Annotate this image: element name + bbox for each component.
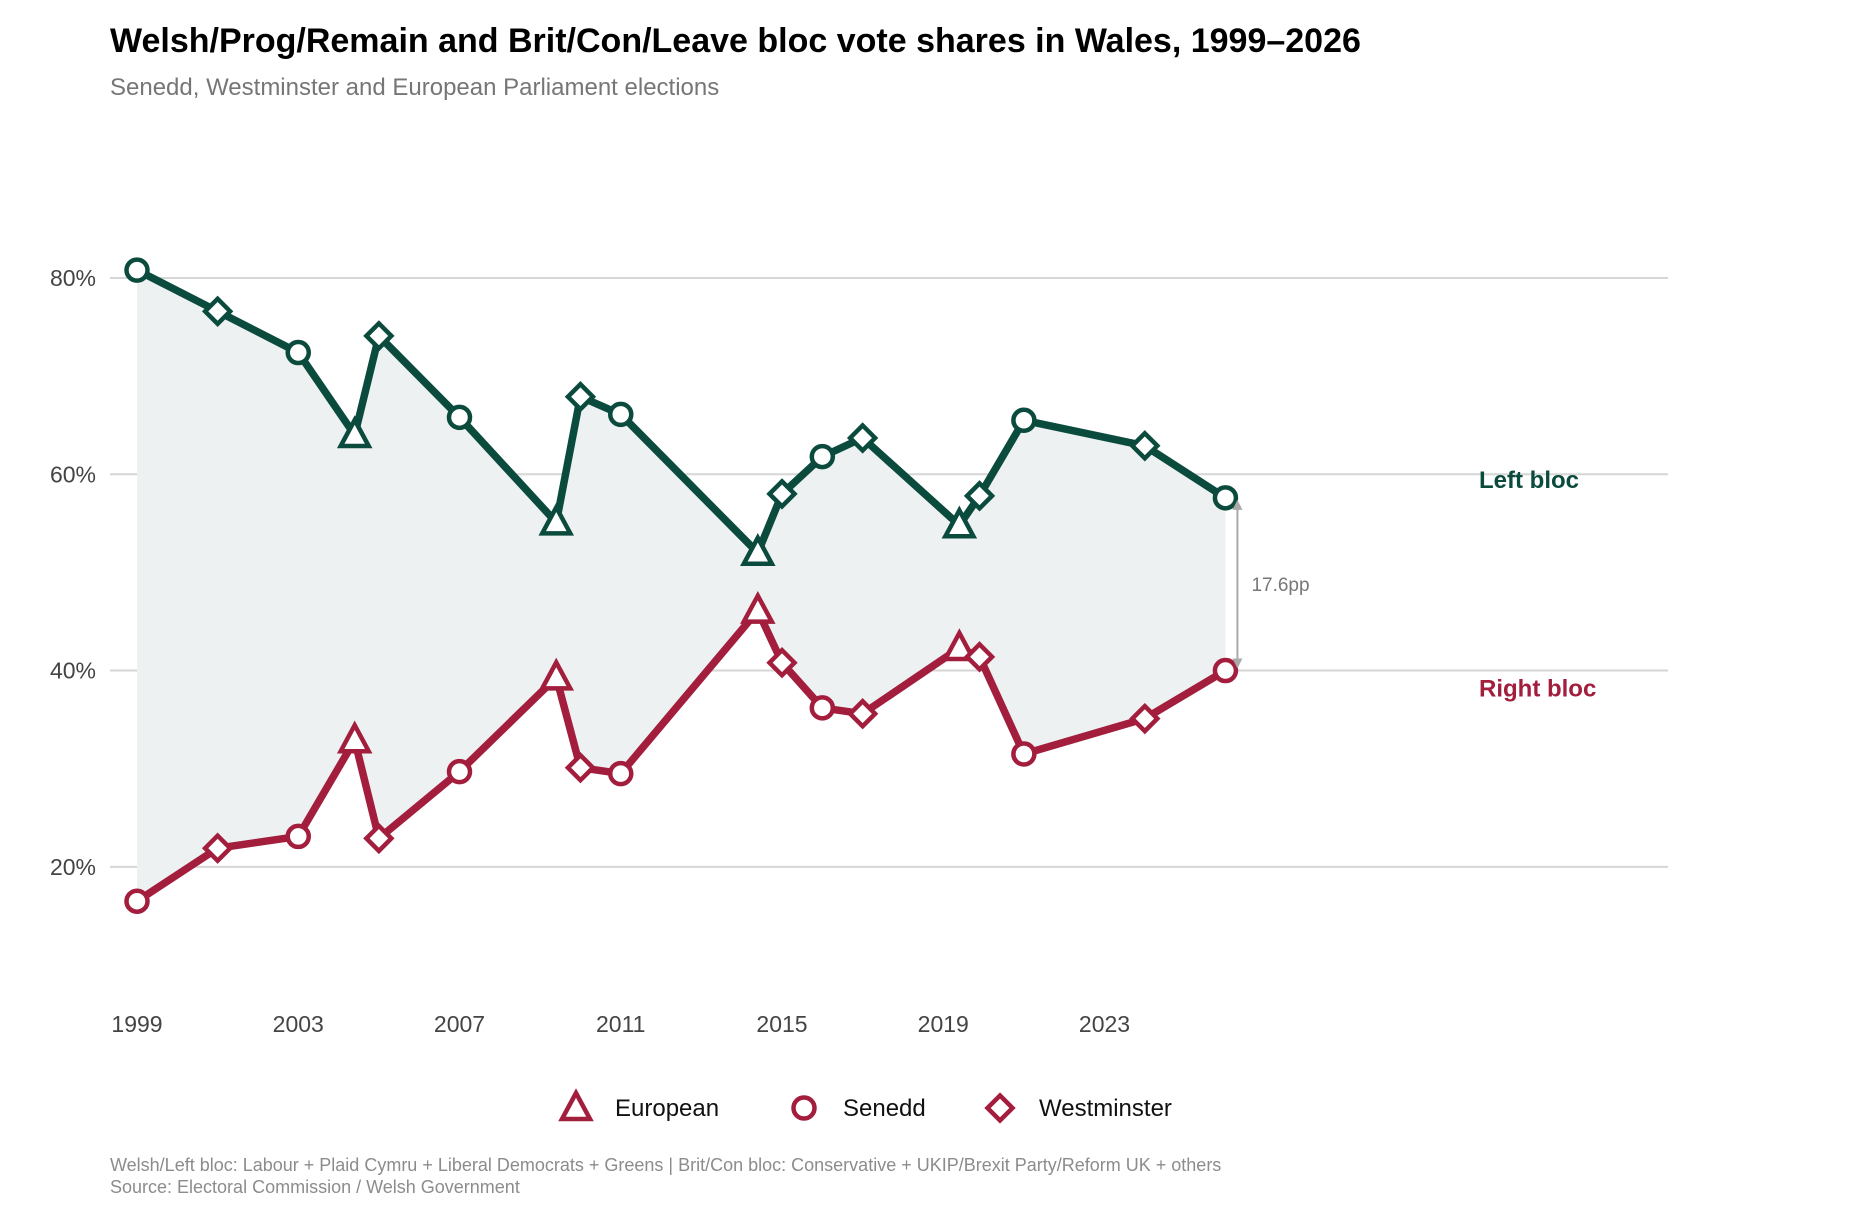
data-point-right-westminster xyxy=(846,698,879,730)
data-point-left-westminster xyxy=(363,320,395,352)
data-point-left-european xyxy=(740,533,776,567)
data-point-right-senedd xyxy=(124,888,150,914)
end-label-right: Right bloc xyxy=(1479,676,1596,703)
band-fill xyxy=(137,270,1226,902)
data-point-left-european xyxy=(336,415,373,449)
data-point-left-westminster xyxy=(766,478,798,510)
data-point-right-senedd xyxy=(809,695,836,721)
data-point-right-senedd xyxy=(1212,657,1239,684)
data-point-right-senedd xyxy=(446,758,473,785)
data-point-left-westminster xyxy=(201,295,234,328)
x-tick-label: 2019 xyxy=(918,1011,969,1037)
source-note: Source: Electoral Commission / Welsh Gov… xyxy=(110,1177,520,1197)
gap-arrow-head-bottom xyxy=(1232,658,1243,669)
data-point-right-westminster xyxy=(766,647,798,679)
x-tick-label: 2007 xyxy=(434,1011,485,1037)
data-point-right-senedd xyxy=(608,760,634,787)
y-tick-label: 40% xyxy=(50,658,96,684)
legend-marker-european xyxy=(558,1088,594,1122)
end-label-left: Left bloc xyxy=(1479,467,1579,494)
data-point-right-european xyxy=(941,628,978,662)
data-point-left-westminster xyxy=(564,381,597,413)
legend-marker-senedd xyxy=(791,1095,817,1121)
data-point-left-senedd xyxy=(809,443,836,470)
series-line-right xyxy=(133,606,1230,905)
data-point-right-westminster xyxy=(963,641,996,673)
series-lines-layer xyxy=(133,266,1230,905)
data-point-right-senedd xyxy=(1011,741,1037,767)
x-tick-label: 2015 xyxy=(756,1011,807,1037)
x-tick-label: 2003 xyxy=(273,1011,324,1037)
data-point-right-european xyxy=(538,657,575,691)
data-point-left-westminster xyxy=(963,480,996,512)
chart-title: Welsh/Prog/Remain and Brit/Con/Leave blo… xyxy=(110,22,1361,60)
data-point-right-european xyxy=(336,720,373,754)
data-point-right-westminster xyxy=(201,832,234,864)
gap-label: 17.6pp xyxy=(1251,575,1309,596)
y-tick-label: 20% xyxy=(50,854,96,880)
data-point-left-senedd xyxy=(124,257,150,283)
data-point-right-westminster xyxy=(564,752,597,784)
y-tick-label: 80% xyxy=(50,265,96,291)
data-point-left-senedd xyxy=(608,401,634,428)
data-point-left-senedd xyxy=(446,404,473,431)
legend-label-european: European xyxy=(615,1095,719,1122)
series-line-left xyxy=(133,266,1230,557)
y-tick-label: 60% xyxy=(50,461,96,487)
data-point-right-european xyxy=(740,590,776,624)
legend-layer: European Senedd Westminster xyxy=(558,1088,1172,1124)
x-tick-label: 2023 xyxy=(1079,1011,1130,1037)
data-point-left-westminster xyxy=(846,422,879,454)
x-tick-label: 1999 xyxy=(111,1011,162,1037)
data-point-left-westminster xyxy=(1129,430,1161,462)
data-point-left-senedd xyxy=(285,339,311,366)
legend-label-senedd: Senedd xyxy=(843,1095,926,1122)
data-point-right-senedd xyxy=(285,823,311,850)
chart-subtitle: Senedd, Westminster and European Parliam… xyxy=(110,74,720,101)
axis-labels-layer: 20% 40% 60% 80% 1999 2003 2007 2011 2015 2019 2023 xyxy=(50,265,1130,1037)
data-point-left-senedd xyxy=(1212,485,1239,511)
annotation-layer: Left bloc Right bloc 17.6pp xyxy=(1232,467,1596,703)
data-point-right-westminster xyxy=(1129,702,1161,735)
footnote: Welsh/Left bloc: Labour + Plaid Cymru + … xyxy=(110,1155,1222,1175)
legend-marker-westminster xyxy=(984,1092,1016,1124)
data-point-left-european xyxy=(941,505,978,539)
x-tick-label: 2011 xyxy=(596,1011,645,1037)
data-point-left-senedd xyxy=(1011,407,1037,434)
band-fill-layer xyxy=(137,270,1226,902)
legend-label-westminster: Westminster xyxy=(1039,1095,1172,1122)
gap-arrow-head-top xyxy=(1232,499,1243,510)
data-point-left-european xyxy=(538,502,575,536)
markers-layer xyxy=(124,257,1239,914)
data-point-right-westminster xyxy=(363,822,395,855)
